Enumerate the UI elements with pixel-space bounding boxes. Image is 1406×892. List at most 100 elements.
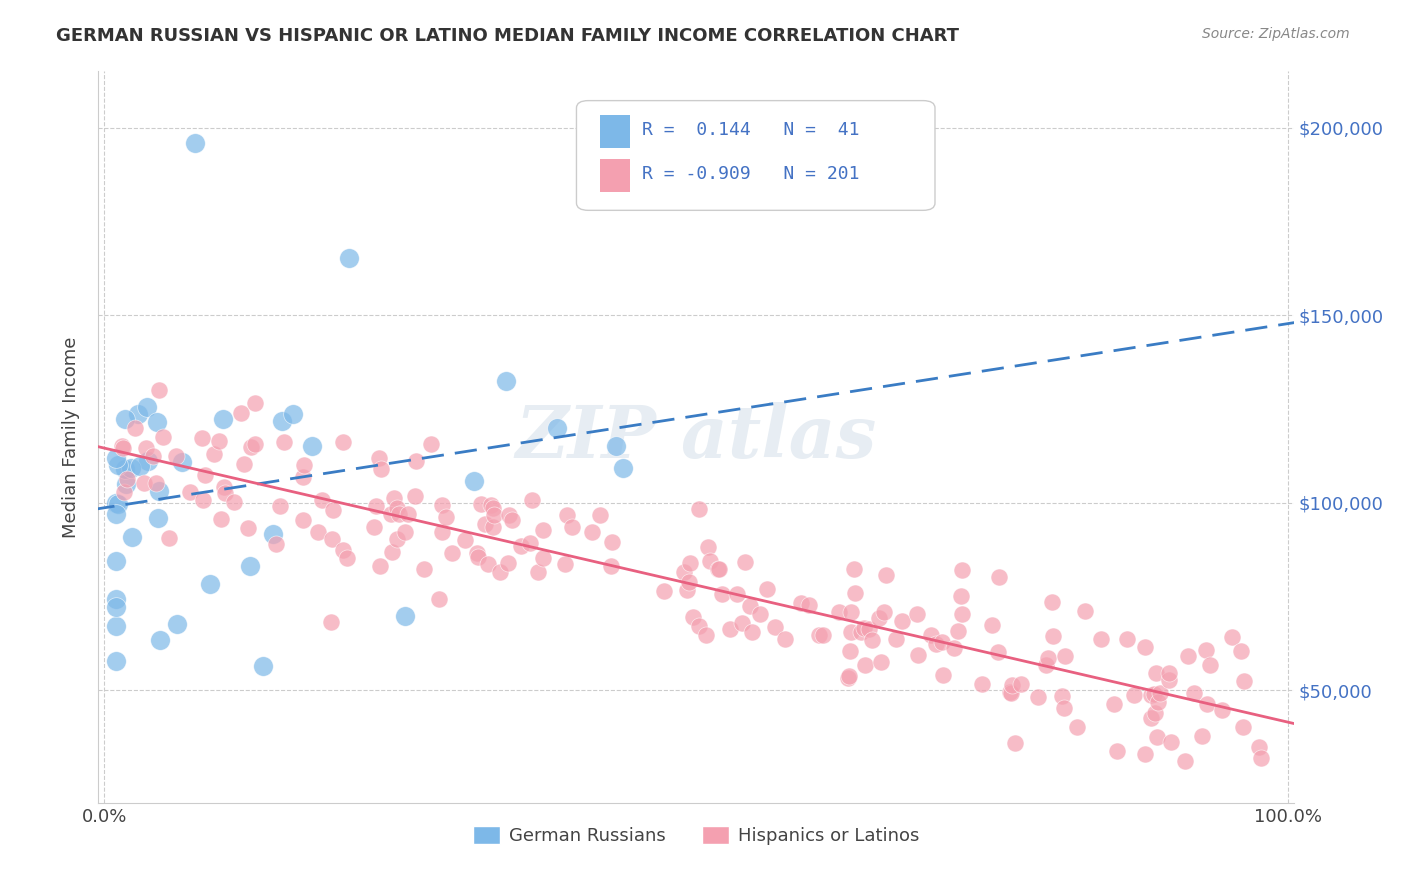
Point bbox=[105, 496, 128, 510]
Point bbox=[115, 472, 138, 486]
Point bbox=[239, 559, 262, 574]
Point bbox=[839, 605, 862, 619]
Point bbox=[385, 501, 408, 516]
Point bbox=[470, 497, 492, 511]
Point bbox=[112, 484, 135, 499]
Point bbox=[477, 557, 499, 571]
Point bbox=[740, 599, 762, 613]
Point bbox=[1036, 651, 1059, 665]
Point bbox=[134, 476, 156, 491]
Point bbox=[166, 617, 188, 632]
Point bbox=[555, 508, 578, 523]
Point bbox=[191, 492, 214, 507]
FancyBboxPatch shape bbox=[576, 101, 935, 211]
Point bbox=[1042, 594, 1064, 608]
Point bbox=[396, 508, 419, 522]
Point bbox=[1139, 711, 1161, 725]
Point bbox=[243, 395, 266, 409]
Point bbox=[1115, 632, 1137, 646]
Text: ZIP atlas: ZIP atlas bbox=[516, 401, 876, 473]
Point bbox=[145, 476, 167, 491]
Point bbox=[1195, 697, 1218, 711]
Point bbox=[998, 685, 1021, 699]
Point bbox=[907, 648, 929, 662]
Point bbox=[105, 654, 128, 668]
Point bbox=[734, 555, 756, 569]
Point bbox=[111, 442, 134, 456]
Point bbox=[194, 467, 217, 482]
Point bbox=[1211, 703, 1233, 717]
Point bbox=[412, 562, 434, 576]
Point bbox=[427, 592, 450, 607]
Point bbox=[730, 616, 752, 631]
Point bbox=[1160, 735, 1182, 749]
Point bbox=[1053, 649, 1076, 664]
Point bbox=[292, 458, 315, 472]
Point bbox=[1233, 674, 1256, 689]
Point bbox=[1140, 688, 1163, 702]
Point bbox=[706, 562, 728, 576]
Point bbox=[1104, 697, 1126, 711]
Point bbox=[676, 582, 699, 597]
Point bbox=[727, 587, 749, 601]
Point bbox=[828, 606, 851, 620]
Point bbox=[382, 491, 405, 505]
Point bbox=[105, 619, 128, 633]
Point bbox=[127, 407, 149, 421]
Point bbox=[837, 671, 859, 685]
Point bbox=[1053, 701, 1076, 715]
Point bbox=[136, 400, 159, 414]
Point bbox=[264, 537, 287, 551]
Point bbox=[763, 620, 786, 634]
Point bbox=[890, 614, 912, 628]
Point bbox=[695, 628, 717, 642]
Point bbox=[138, 453, 160, 467]
Point bbox=[527, 565, 550, 579]
Point bbox=[321, 532, 343, 546]
Point bbox=[1133, 747, 1156, 761]
Point bbox=[114, 476, 136, 491]
Point bbox=[1066, 720, 1088, 734]
Point bbox=[711, 587, 734, 601]
Point bbox=[600, 534, 623, 549]
Point bbox=[531, 551, 554, 566]
Point bbox=[465, 547, 488, 561]
Point bbox=[839, 644, 862, 658]
Point bbox=[1105, 744, 1128, 758]
Point bbox=[749, 607, 772, 622]
Point bbox=[1050, 689, 1073, 703]
Point bbox=[950, 607, 973, 622]
Point bbox=[332, 435, 354, 450]
Point bbox=[531, 523, 554, 537]
Point bbox=[489, 565, 512, 579]
Point bbox=[129, 459, 152, 474]
Point bbox=[849, 625, 872, 640]
Point bbox=[292, 470, 315, 484]
Point bbox=[756, 582, 779, 596]
Point bbox=[652, 584, 675, 599]
Text: R = -0.909   N = 201: R = -0.909 N = 201 bbox=[643, 165, 859, 183]
Point bbox=[1042, 629, 1064, 643]
Point bbox=[367, 450, 389, 465]
Point bbox=[946, 624, 969, 638]
Point bbox=[111, 440, 134, 454]
Point bbox=[1026, 690, 1049, 704]
Point bbox=[404, 489, 426, 503]
Point bbox=[988, 570, 1011, 584]
Point bbox=[1182, 686, 1205, 700]
Point bbox=[799, 598, 821, 612]
Point bbox=[239, 440, 262, 454]
Point bbox=[479, 498, 502, 512]
Point bbox=[682, 610, 704, 624]
Point bbox=[1144, 706, 1167, 721]
Point bbox=[212, 481, 235, 495]
Point bbox=[105, 600, 128, 615]
Bar bbox=[600, 115, 630, 148]
Point bbox=[243, 436, 266, 450]
Point bbox=[1010, 677, 1032, 691]
Point bbox=[1250, 751, 1272, 765]
Point bbox=[905, 607, 928, 621]
Point bbox=[149, 633, 172, 648]
Point bbox=[307, 525, 329, 540]
Point bbox=[931, 635, 953, 649]
